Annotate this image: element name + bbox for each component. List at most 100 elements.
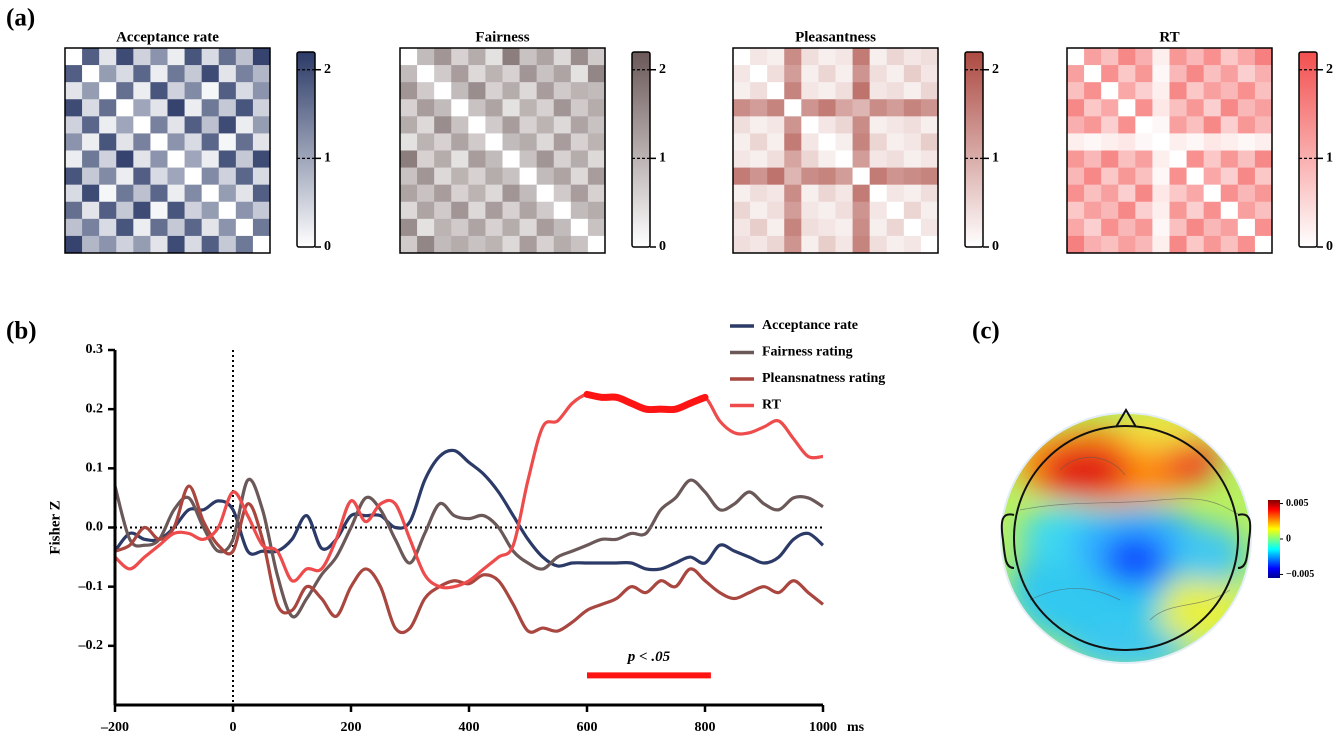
heatmap-cell xyxy=(1254,116,1273,134)
heatmap-cell xyxy=(587,184,606,203)
heatmap-cell xyxy=(150,201,168,220)
heatmap-cell xyxy=(184,65,202,83)
heatmap-cell xyxy=(1169,116,1187,134)
colorbar xyxy=(1268,500,1280,578)
heatmap-cell xyxy=(784,150,802,168)
heatmap-cell xyxy=(417,116,435,134)
heatmap-cell xyxy=(835,65,853,83)
heatmap-cell xyxy=(1237,150,1256,168)
heatmap-cell xyxy=(886,235,905,254)
heatmap-cell xyxy=(852,184,870,203)
heatmap-cell xyxy=(201,116,220,134)
heatmap-cell xyxy=(133,150,151,168)
heatmap-cell xyxy=(519,235,537,254)
heatmap-cell xyxy=(1169,167,1187,185)
heatmap-cell xyxy=(920,218,939,237)
heatmap-cell xyxy=(733,116,751,134)
heatmap-cell xyxy=(1152,133,1170,151)
heatmap-cell xyxy=(1084,218,1102,237)
heatmap-cell xyxy=(167,201,185,220)
legend-label: Fairness rating xyxy=(762,345,853,360)
heatmap-cell xyxy=(536,235,555,254)
heatmap-cell xyxy=(750,65,768,83)
heatmap-cell xyxy=(1152,201,1170,220)
heatmap-cell xyxy=(801,218,819,237)
heatmap-cell xyxy=(1118,65,1136,83)
heatmap-cell xyxy=(1220,99,1239,117)
heatmap-cell xyxy=(818,150,836,168)
heatmap-cell xyxy=(1101,218,1119,237)
heatmap-cell xyxy=(1220,65,1239,83)
significance-label: p < .05 xyxy=(626,649,671,665)
heatmap-cell xyxy=(167,150,185,168)
heatmap-cell xyxy=(767,184,785,203)
heatmap-cell xyxy=(1186,65,1204,83)
heatmap-cell xyxy=(201,82,220,100)
heatmap-cell xyxy=(1118,235,1136,254)
heatmap-cell xyxy=(82,82,100,100)
heatmap-cell xyxy=(750,116,768,134)
heatmap-cell xyxy=(1135,48,1153,66)
heatmap-cell xyxy=(1237,99,1256,117)
heatmap-cell xyxy=(750,218,768,237)
heatmap-cell xyxy=(920,82,939,100)
heatmap-cell xyxy=(167,167,185,185)
heatmap-cell xyxy=(1186,218,1204,237)
heatmap-cell xyxy=(451,218,469,237)
heatmap-cell xyxy=(801,82,819,100)
heatmap-cell xyxy=(400,82,418,100)
heatmap-cell xyxy=(801,184,819,203)
heatmap-cell xyxy=(750,150,768,168)
heatmap-cell xyxy=(733,48,751,66)
heatmap-cell xyxy=(1135,184,1153,203)
heatmap-cell xyxy=(920,99,939,117)
colorbar-tick-label: 1 xyxy=(659,151,666,166)
heatmap-cell xyxy=(1101,167,1119,185)
heatmap-cell xyxy=(536,184,555,203)
heatmap-cell xyxy=(82,65,100,83)
heatmap-cell xyxy=(167,235,185,254)
heatmap-cell xyxy=(1237,82,1256,100)
heatmap-cell xyxy=(400,48,418,66)
heatmap-cell xyxy=(167,184,185,203)
heatmap-cell xyxy=(767,150,785,168)
heatmap-cell xyxy=(218,201,237,220)
heatmap-cell xyxy=(502,82,520,100)
heatmap-cell xyxy=(1118,201,1136,220)
heatmap-cell xyxy=(1067,235,1085,254)
heatmap-cell xyxy=(784,201,802,220)
heatmap-cell xyxy=(468,167,486,185)
heatmap-cell xyxy=(920,133,939,151)
heatmap-cell xyxy=(485,150,503,168)
heatmap-cell xyxy=(920,201,939,220)
heatmap-cell xyxy=(218,82,237,100)
colorbar-tick-label: 2 xyxy=(1326,62,1333,77)
heatmap-cell xyxy=(1152,99,1170,117)
heatmap-cell xyxy=(1237,218,1256,237)
heatmap-cell xyxy=(434,82,452,100)
heatmap-cell xyxy=(1118,116,1136,134)
heatmap-cell xyxy=(201,218,220,237)
heatmap-cell xyxy=(587,116,606,134)
heatmap-cell xyxy=(1220,116,1239,134)
heatmap-cell xyxy=(920,65,939,83)
heatmap-cell xyxy=(99,133,117,151)
heatmap-cell xyxy=(99,82,117,100)
heatmap-cell xyxy=(903,167,922,185)
heatmap-cell xyxy=(1118,167,1136,185)
heatmap-cell xyxy=(485,99,503,117)
heatmap-cell xyxy=(920,184,939,203)
heatmap-cell xyxy=(536,65,555,83)
heatmap-cell xyxy=(519,150,537,168)
heatmap-cell xyxy=(903,48,922,66)
heatmap-cell xyxy=(451,184,469,203)
heatmap-cell xyxy=(1067,99,1085,117)
series-line xyxy=(114,484,825,635)
heatmap-cell xyxy=(553,82,572,100)
heatmap-cell xyxy=(1152,48,1170,66)
heatmap-cell xyxy=(485,65,503,83)
heatmap-cell xyxy=(1203,201,1222,220)
series-line xyxy=(113,477,824,619)
heatmap-cell xyxy=(733,99,751,117)
heatmap-cell xyxy=(1237,235,1256,254)
